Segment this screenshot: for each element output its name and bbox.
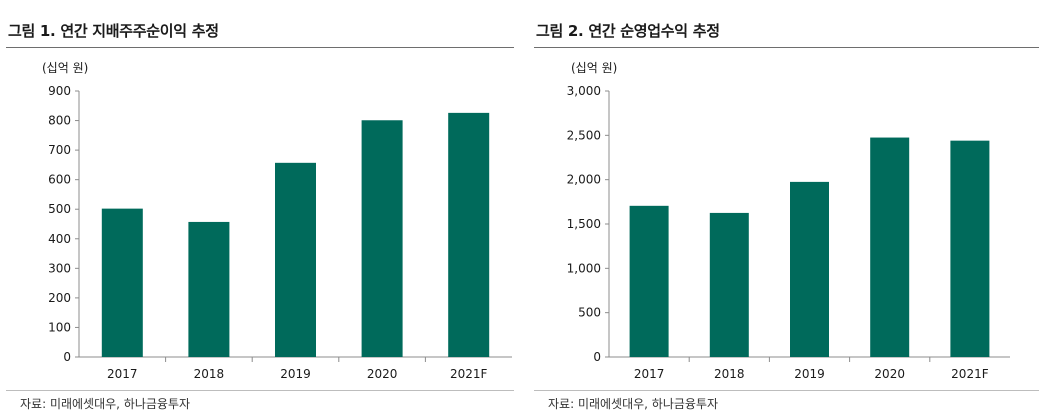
title-divider bbox=[6, 47, 514, 48]
bar-2020 bbox=[870, 137, 910, 357]
bar-2017 bbox=[101, 208, 143, 357]
y-tick-label: 2,000 bbox=[567, 173, 601, 187]
y-tick-label: 0 bbox=[63, 350, 71, 364]
y-tick-label: 1,500 bbox=[567, 217, 601, 231]
y-tick-label: 2,500 bbox=[567, 128, 601, 142]
y-tick-label: 500 bbox=[578, 306, 601, 320]
chart-title: 그림 2. 연간 순영업수익 추정 bbox=[536, 22, 720, 40]
bottom-divider bbox=[534, 390, 1039, 391]
y-tick-label: 100 bbox=[48, 320, 71, 334]
y-tick-label: 800 bbox=[48, 114, 71, 128]
bar-2018 bbox=[709, 212, 749, 357]
y-tick-label: 1,000 bbox=[567, 261, 601, 275]
x-tick-label: 2020 bbox=[874, 367, 905, 381]
bar-2019 bbox=[790, 181, 829, 357]
title-divider bbox=[534, 47, 1039, 48]
x-tick-label: 2018 bbox=[714, 367, 745, 381]
bar-2021F bbox=[950, 140, 990, 357]
y-tick-label: 400 bbox=[48, 232, 71, 246]
bar-2018 bbox=[188, 221, 230, 357]
y-tick-label: 3,000 bbox=[567, 84, 601, 98]
source-note: 자료: 미래에셋대우, 하나금융투자 bbox=[20, 397, 191, 411]
y-tick-label: 900 bbox=[48, 84, 71, 98]
y-tick-label: 200 bbox=[48, 291, 71, 305]
y-tick-label: 600 bbox=[48, 173, 71, 187]
y-tick-label: 700 bbox=[48, 143, 71, 157]
x-tick-label: 2018 bbox=[194, 367, 225, 381]
bar-2019 bbox=[275, 162, 316, 357]
net-income-bar-chart: (십억 원) 0 100 200 300 400 500 600 700 800 900 2017 20… bbox=[42, 61, 512, 381]
x-tick-label: 2021F bbox=[951, 367, 989, 381]
x-tick-label: 2017 bbox=[634, 367, 665, 381]
unit-label: (십억 원) bbox=[571, 61, 617, 75]
x-tick-label: 2019 bbox=[794, 367, 825, 381]
bar-2021F bbox=[448, 112, 490, 357]
chart-panel-operating-revenue: 그림 2. 연간 순영업수익 추정 (십억 원) 0 500 1,000 1,500 2,… bbox=[528, 0, 1045, 416]
x-tick-label: 2021F bbox=[450, 367, 488, 381]
unit-label: (십억 원) bbox=[42, 61, 88, 75]
bar-2017 bbox=[629, 205, 669, 357]
y-tick-label: 500 bbox=[48, 202, 71, 216]
x-tick-label: 2017 bbox=[107, 367, 138, 381]
y-tick-label: 0 bbox=[593, 350, 601, 364]
operating-revenue-bar-chart: (십억 원) 0 500 1,000 1,500 2,000 2,500 3,000 2017 2… bbox=[567, 61, 1010, 381]
x-tick-label: 2019 bbox=[280, 367, 311, 381]
chart-title: 그림 1. 연간 지배주주순이익 추정 bbox=[8, 22, 219, 40]
x-tick-label: 2020 bbox=[367, 367, 398, 381]
chart-panel-net-income: 그림 1. 연간 지배주주순이익 추정 (십억 원) 0 100 200 300 400 5… bbox=[0, 0, 520, 416]
source-note: 자료: 미래에셋대우, 하나금융투자 bbox=[548, 397, 719, 411]
bottom-divider bbox=[6, 390, 514, 391]
y-tick-label: 300 bbox=[48, 261, 71, 275]
bar-2020 bbox=[361, 120, 403, 357]
